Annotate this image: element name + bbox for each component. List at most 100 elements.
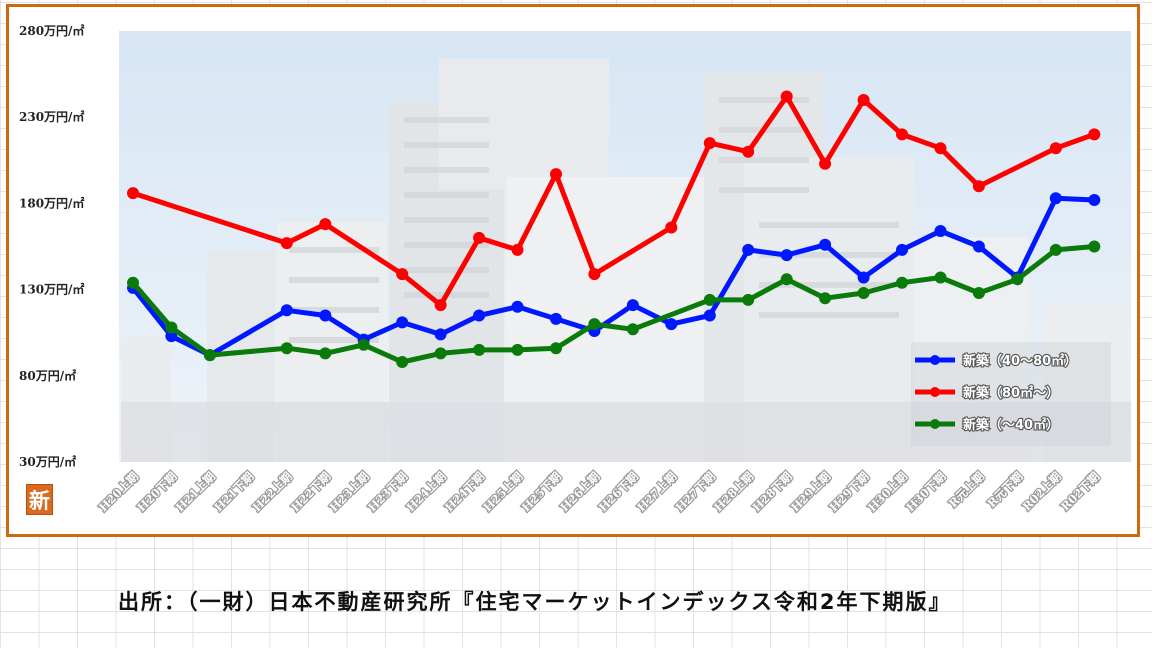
data-point bbox=[857, 287, 870, 299]
x-tick-label: H22下期 bbox=[288, 469, 333, 514]
x-tick-label: H30下期 bbox=[903, 469, 948, 514]
data-point bbox=[703, 137, 716, 150]
x-tick-label: R02上期 bbox=[1020, 469, 1064, 513]
data-point bbox=[742, 145, 755, 158]
x-tick-label: H21上期 bbox=[173, 469, 218, 514]
data-point bbox=[396, 356, 409, 368]
y-tick-label: 180万円/㎡ bbox=[19, 195, 84, 210]
legend-label: 新築（40～80㎡） bbox=[963, 353, 1077, 369]
data-point bbox=[896, 243, 908, 256]
legend-label: 新築（～40㎡） bbox=[963, 417, 1059, 433]
x-tick-label: H23上期 bbox=[327, 469, 372, 514]
x-tick-label: H30上期 bbox=[865, 469, 910, 514]
x-tick-label: H20上期 bbox=[96, 469, 141, 514]
data-point bbox=[280, 342, 293, 355]
x-tick-label: H25下期 bbox=[519, 469, 564, 514]
data-point bbox=[550, 342, 562, 355]
data-point bbox=[665, 318, 678, 331]
data-point bbox=[319, 309, 332, 322]
data-point bbox=[319, 347, 332, 360]
data-point bbox=[588, 268, 601, 281]
data-point bbox=[511, 243, 524, 256]
x-tick-label: R02下期 bbox=[1058, 469, 1102, 513]
x-tick-label: H26下期 bbox=[596, 469, 641, 514]
data-point bbox=[896, 128, 908, 141]
line-chart: 280万円/㎡ 230万円/㎡ 180万円/㎡ 130万円/㎡ 80万円/㎡ 30万円/㎡… bbox=[19, 23, 1131, 516]
x-axis: H20上期H20下期H21上期H21下期H22上期H22下期H23上期H23下期… bbox=[95, 468, 1104, 516]
legend-marker bbox=[930, 419, 940, 429]
data-point bbox=[1011, 273, 1024, 286]
data-point bbox=[626, 323, 639, 336]
x-tick-label: H28上期 bbox=[711, 469, 756, 514]
data-point bbox=[934, 142, 947, 155]
y-axis: 280万円/㎡ 230万円/㎡ 180万円/㎡ 130万円/㎡ 80万円/㎡ 30万円/㎡ bbox=[19, 23, 84, 469]
data-point bbox=[280, 304, 293, 317]
data-point bbox=[396, 268, 409, 281]
logo-glyph: 新 bbox=[29, 487, 50, 513]
legend-label: 新築（80㎡～） bbox=[963, 385, 1059, 401]
plot-background-photo bbox=[119, 31, 1131, 462]
logo-badge: 新 bbox=[26, 484, 53, 515]
data-point bbox=[626, 299, 639, 312]
y-tick-label: 280万円/㎡ bbox=[19, 23, 84, 38]
data-point bbox=[319, 218, 332, 231]
data-point bbox=[165, 321, 178, 334]
data-point bbox=[165, 330, 178, 343]
data-point bbox=[780, 90, 793, 103]
series-line bbox=[130, 244, 1097, 365]
data-point bbox=[511, 300, 524, 313]
x-tick-label: H23下期 bbox=[365, 469, 410, 514]
x-tick-label: H27下期 bbox=[673, 469, 718, 514]
data-point bbox=[934, 271, 947, 284]
x-tick-label: H24上期 bbox=[404, 469, 449, 514]
x-tick-label: H29上期 bbox=[788, 469, 833, 514]
data-point bbox=[1088, 128, 1101, 141]
x-tick-label: H22上期 bbox=[250, 469, 295, 514]
data-point bbox=[972, 240, 985, 253]
data-point bbox=[972, 180, 985, 193]
data-point bbox=[434, 347, 447, 360]
data-point bbox=[280, 237, 293, 250]
data-point bbox=[780, 273, 793, 286]
data-point bbox=[665, 221, 678, 234]
x-tick-label: H25上期 bbox=[480, 469, 525, 514]
y-tick-label: 30万円/㎡ bbox=[19, 454, 76, 469]
data-point bbox=[972, 287, 985, 299]
legend: 新築（40～80㎡） 新築（80㎡～） 新築（～40㎡） bbox=[911, 342, 1111, 446]
data-point bbox=[357, 338, 370, 351]
x-tick-label: R元上期 bbox=[946, 469, 987, 510]
y-tick-label: 130万円/㎡ bbox=[19, 282, 84, 297]
series-layer bbox=[127, 90, 1101, 368]
data-point bbox=[511, 343, 524, 356]
data-point bbox=[1088, 194, 1101, 206]
data-point bbox=[857, 94, 870, 106]
data-point bbox=[1049, 142, 1062, 155]
data-point bbox=[857, 271, 870, 284]
data-point bbox=[588, 318, 601, 331]
x-tick-label: H29下期 bbox=[827, 469, 872, 514]
data-point bbox=[819, 238, 832, 251]
data-point bbox=[742, 293, 755, 306]
data-point bbox=[434, 299, 447, 312]
data-point bbox=[396, 316, 409, 329]
data-point bbox=[1049, 243, 1062, 256]
data-point bbox=[703, 293, 716, 306]
x-tick-label: H24下期 bbox=[442, 469, 487, 514]
data-point bbox=[550, 312, 562, 325]
x-tick-label: H20下期 bbox=[134, 469, 179, 514]
data-point bbox=[896, 276, 908, 289]
data-point bbox=[703, 309, 716, 322]
series-line bbox=[130, 94, 1097, 308]
data-point bbox=[473, 343, 486, 356]
y-tick-label: 230万円/㎡ bbox=[19, 109, 84, 124]
data-point bbox=[934, 225, 947, 237]
legend-marker bbox=[930, 355, 940, 365]
data-point bbox=[1049, 192, 1062, 205]
data-point bbox=[819, 292, 832, 305]
x-tick-label: H28下期 bbox=[750, 469, 795, 514]
x-tick-label: H27上期 bbox=[634, 469, 679, 514]
data-point bbox=[434, 328, 447, 341]
x-tick-label: H26上期 bbox=[557, 469, 602, 514]
x-tick-label: H21下期 bbox=[211, 469, 256, 514]
data-point bbox=[1088, 240, 1101, 253]
